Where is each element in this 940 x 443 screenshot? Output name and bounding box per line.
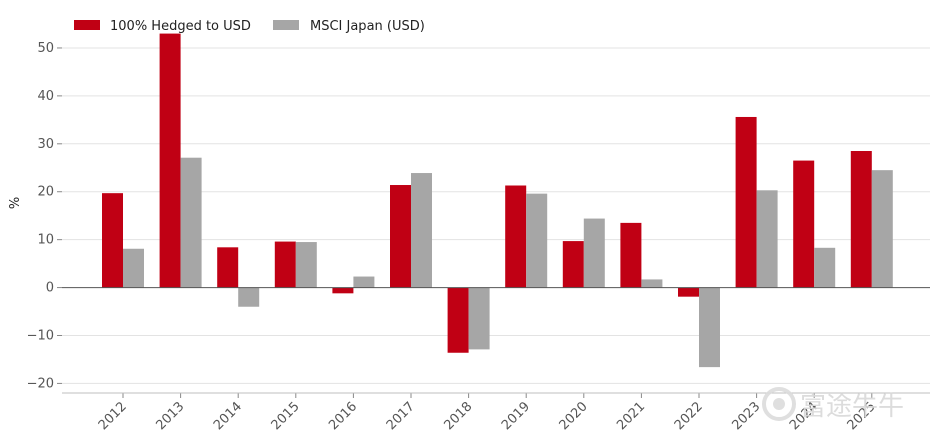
watermark-text: 富途牛牛 bbox=[800, 392, 904, 422]
bar-msci-2015 bbox=[295, 242, 317, 288]
x-tick-label: 2017 bbox=[384, 399, 418, 433]
y-tick-label: 20 bbox=[37, 185, 54, 200]
legend-label-hedged: 100% Hedged to USD bbox=[110, 19, 251, 34]
bar-msci-2016 bbox=[353, 276, 375, 288]
x-tick-label: 2022 bbox=[672, 399, 706, 433]
bar-hedged-2013 bbox=[159, 33, 181, 288]
bar-hedged-2014 bbox=[217, 247, 239, 288]
bar-msci-2018 bbox=[468, 287, 490, 350]
bars bbox=[102, 33, 893, 368]
x-tick-label: 2013 bbox=[153, 399, 187, 433]
x-tick-label: 2012 bbox=[96, 399, 130, 433]
y-tick-label: 30 bbox=[37, 137, 54, 152]
y-tick-label: −10 bbox=[27, 328, 54, 343]
bar-hedged-2016 bbox=[332, 287, 354, 294]
x-tick-label: 2020 bbox=[557, 399, 591, 433]
bar-hedged-2019 bbox=[505, 185, 527, 288]
x-tick-label: 2014 bbox=[211, 399, 245, 433]
bar-hedged-2012 bbox=[102, 193, 123, 288]
bar-msci-2023 bbox=[756, 190, 778, 288]
bar-hedged-2021 bbox=[620, 222, 642, 288]
x-tick-label: 2018 bbox=[441, 399, 475, 433]
bar-hedged-2022 bbox=[678, 287, 699, 297]
bar-msci-2014 bbox=[238, 287, 260, 307]
bar-msci-2024 bbox=[814, 247, 836, 288]
bar-msci-2022 bbox=[699, 287, 720, 368]
legend: 100% Hedged to USD MSCI Japan (USD) bbox=[74, 19, 425, 34]
bar-msci-2021 bbox=[641, 279, 663, 288]
bar-hedged-2024 bbox=[793, 160, 815, 288]
gridlines bbox=[62, 47, 930, 384]
bar-hedged-2015 bbox=[274, 241, 296, 288]
legend-swatch-msci bbox=[273, 20, 299, 30]
bar-msci-2013 bbox=[180, 157, 202, 288]
bar-hedged-2023 bbox=[735, 116, 757, 288]
y-axis-ticks: −20 −10 0 10 20 30 40 50 bbox=[27, 41, 62, 391]
x-tick-label: 2019 bbox=[499, 399, 533, 433]
watermark-logo-icon bbox=[762, 387, 796, 421]
bar-msci-2017 bbox=[411, 173, 432, 288]
x-tick-label: 2021 bbox=[614, 399, 648, 433]
y-tick-label: 10 bbox=[37, 233, 54, 248]
x-tick-label: 2016 bbox=[326, 399, 360, 433]
legend-label-msci: MSCI Japan (USD) bbox=[310, 19, 425, 34]
legend-swatch-hedged bbox=[74, 20, 100, 30]
bar-hedged-2025 bbox=[850, 150, 872, 288]
bar-msci-2012 bbox=[123, 248, 144, 288]
bar-hedged-2018 bbox=[447, 287, 469, 353]
y-tick-label: −20 bbox=[27, 376, 54, 391]
y-tick-label: 0 bbox=[46, 281, 54, 296]
bar-msci-2019 bbox=[526, 193, 548, 288]
bar-msci-2020 bbox=[583, 218, 605, 288]
x-axis-ticks: 2012 2013 2014 2015 2016 2017 2018 2019 2020 2021… bbox=[96, 393, 879, 433]
bar-hedged-2020 bbox=[562, 241, 584, 288]
bar-hedged-2017 bbox=[390, 185, 411, 288]
bar-msci-2025 bbox=[871, 170, 893, 288]
y-axis-title: % bbox=[8, 197, 23, 209]
y-tick-label: 40 bbox=[37, 89, 54, 104]
x-tick-label: 2015 bbox=[269, 399, 303, 433]
x-tick-label: 2023 bbox=[729, 399, 763, 433]
y-tick-label: 50 bbox=[37, 41, 54, 56]
watermark: 富途牛牛 bbox=[762, 387, 904, 422]
